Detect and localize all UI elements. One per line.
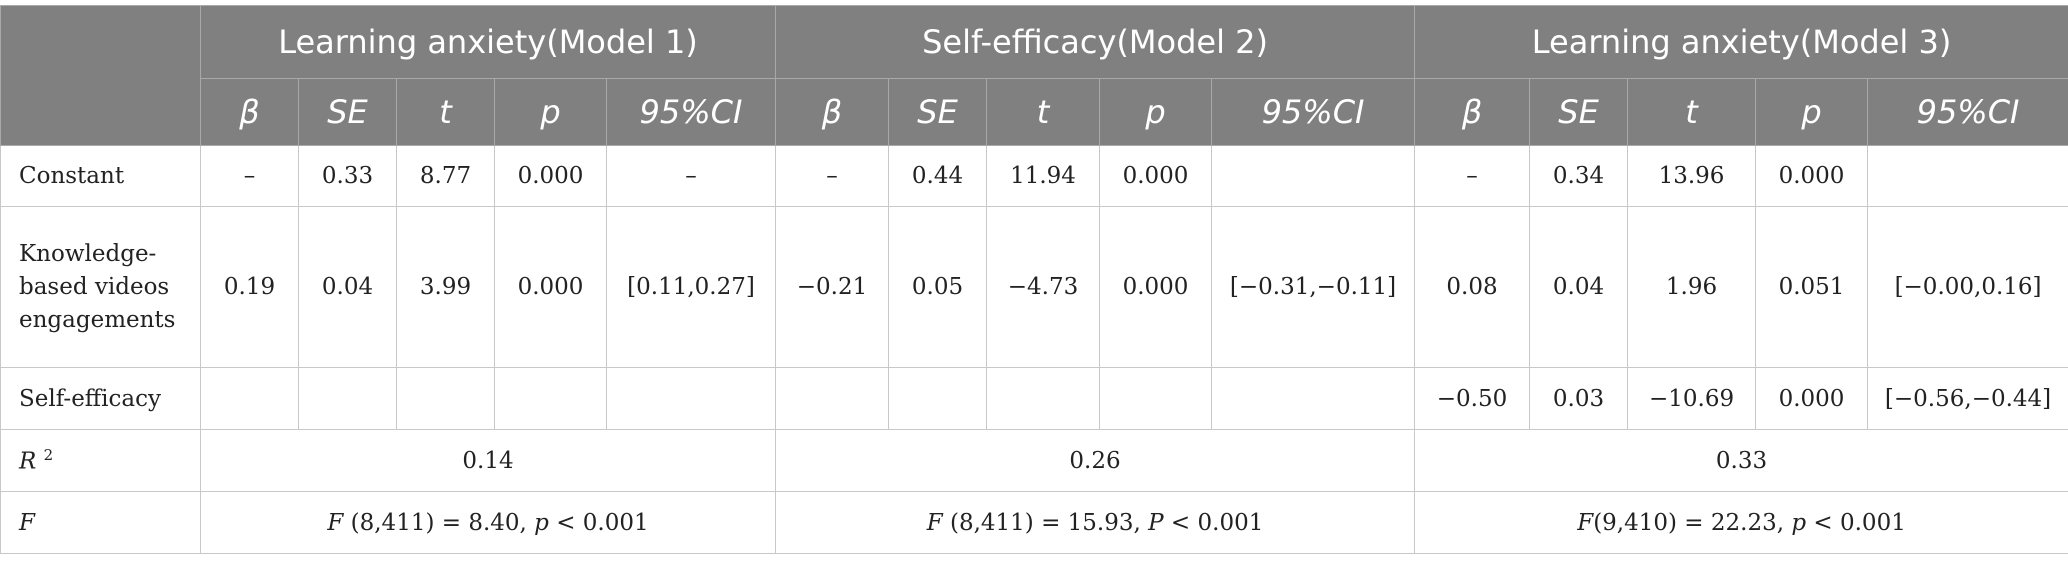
- r2-model3: 0.33: [1415, 430, 2068, 492]
- table-row-knowledge-videos: Knowledge-based videos engagements 0.19 …: [1, 207, 2068, 368]
- p-symbol: p: [534, 510, 549, 536]
- cell: 0.051: [1756, 207, 1868, 368]
- cell: –: [776, 146, 889, 207]
- cell: [1100, 368, 1212, 430]
- table-row-self-efficacy: Self-efficacy −0.50 0.03 −10.69 0.000 [−…: [1, 368, 2068, 430]
- cell: [607, 368, 776, 430]
- m1-se-header: SE: [299, 79, 397, 146]
- f-symbol: F: [927, 510, 943, 536]
- f-values: (8,411) = 8.40,: [343, 510, 534, 536]
- cell: [1212, 368, 1415, 430]
- f-values: (8,411) = 15.93,: [943, 510, 1148, 536]
- cell: 0.19: [201, 207, 299, 368]
- cell: [−0.31,−0.11]: [1212, 207, 1415, 368]
- cell: [299, 368, 397, 430]
- cell: 0.08: [1415, 207, 1530, 368]
- cell: –: [201, 146, 299, 207]
- row-label-constant: Constant: [1, 146, 201, 207]
- cell: 11.94: [987, 146, 1100, 207]
- cell: –: [607, 146, 776, 207]
- cell: −0.21: [776, 207, 889, 368]
- header-blank: [1, 6, 201, 146]
- m2-p-header: p: [1100, 79, 1212, 146]
- cell: 13.96: [1628, 146, 1756, 207]
- header-sub-row: β SE t p 95%CI β SE t p 95%CI β SE t p 9…: [1, 79, 2068, 146]
- cell: [1868, 146, 2068, 207]
- cell: [−0.56,−0.44]: [1868, 368, 2068, 430]
- r2-model2: 0.26: [776, 430, 1415, 492]
- cell: 0.05: [889, 207, 987, 368]
- f-symbol: F: [1577, 510, 1593, 536]
- m3-se-header: SE: [1530, 79, 1628, 146]
- m2-se-header: SE: [889, 79, 987, 146]
- cell: 8.77: [397, 146, 495, 207]
- row-label-knowledge-videos: Knowledge-based videos engagements: [1, 207, 201, 368]
- p-threshold: < 0.001: [549, 510, 649, 536]
- p-symbol: P: [1148, 510, 1163, 536]
- cell: 0.000: [1756, 146, 1868, 207]
- cell: −4.73: [987, 207, 1100, 368]
- cell: 0.04: [299, 207, 397, 368]
- f-model2: F (8,411) = 15.93, P < 0.001: [776, 492, 1415, 554]
- m1-ci-header: 95%CI: [607, 79, 776, 146]
- cell: 0.03: [1530, 368, 1628, 430]
- table-row-constant: Constant – 0.33 8.77 0.000 – – 0.44 11.9…: [1, 146, 2068, 207]
- group-header-model1: Learning anxiety(Model 1): [201, 6, 776, 79]
- f-symbol: F: [327, 510, 343, 536]
- row-label-f: F: [1, 492, 201, 554]
- m1-p-header: p: [495, 79, 607, 146]
- cell: 3.99: [397, 207, 495, 368]
- m1-beta-header: β: [201, 79, 299, 146]
- cell: −10.69: [1628, 368, 1756, 430]
- regression-table: Learning anxiety(Model 1) Self-efficacy(…: [0, 5, 2068, 554]
- p-symbol: p: [1791, 510, 1806, 536]
- cell: [0.11,0.27]: [607, 207, 776, 368]
- f-values: (9,410) = 22.23,: [1593, 510, 1791, 536]
- cell: [495, 368, 607, 430]
- cell: –: [1415, 146, 1530, 207]
- cell: 0.33: [299, 146, 397, 207]
- cell: 0.04: [1530, 207, 1628, 368]
- cell: [889, 368, 987, 430]
- header-group-row: Learning anxiety(Model 1) Self-efficacy(…: [1, 6, 2068, 79]
- m2-ci-header: 95%CI: [1212, 79, 1415, 146]
- cell: 0.000: [1100, 207, 1212, 368]
- p-threshold: < 0.001: [1806, 510, 1906, 536]
- m2-t-header: t: [987, 79, 1100, 146]
- row-label-self-efficacy: Self-efficacy: [1, 368, 201, 430]
- cell: [201, 368, 299, 430]
- m1-t-header: t: [397, 79, 495, 146]
- cell: 0.000: [495, 207, 607, 368]
- r2-model1: 0.14: [201, 430, 776, 492]
- cell: [1212, 146, 1415, 207]
- group-header-model3: Learning anxiety(Model 3): [1415, 6, 2068, 79]
- m3-beta-header: β: [1415, 79, 1530, 146]
- m3-p-header: p: [1756, 79, 1868, 146]
- m3-t-header: t: [1628, 79, 1756, 146]
- cell: 0.000: [495, 146, 607, 207]
- cell: [987, 368, 1100, 430]
- group-header-model2: Self-efficacy(Model 2): [776, 6, 1415, 79]
- table-row-f-statistic: F F (8,411) = 8.40, p < 0.001 F (8,411) …: [1, 492, 2068, 554]
- table-row-r-squared: R 2 0.14 0.26 0.33: [1, 430, 2068, 492]
- f-model3: F(9,410) = 22.23, p < 0.001: [1415, 492, 2068, 554]
- r-superscript: 2: [44, 446, 54, 464]
- m3-ci-header: 95%CI: [1868, 79, 2068, 146]
- m2-beta-header: β: [776, 79, 889, 146]
- cell: [397, 368, 495, 430]
- cell: −0.50: [1415, 368, 1530, 430]
- cell: 0.44: [889, 146, 987, 207]
- p-threshold: < 0.001: [1164, 510, 1264, 536]
- r-letter: R: [19, 449, 36, 475]
- cell: [−0.00,0.16]: [1868, 207, 2068, 368]
- row-label-r-squared: R 2: [1, 430, 201, 492]
- f-model1: F (8,411) = 8.40, p < 0.001: [201, 492, 776, 554]
- cell: 1.96: [1628, 207, 1756, 368]
- cell: [776, 368, 889, 430]
- cell: 0.34: [1530, 146, 1628, 207]
- cell: 0.000: [1756, 368, 1868, 430]
- cell: 0.000: [1100, 146, 1212, 207]
